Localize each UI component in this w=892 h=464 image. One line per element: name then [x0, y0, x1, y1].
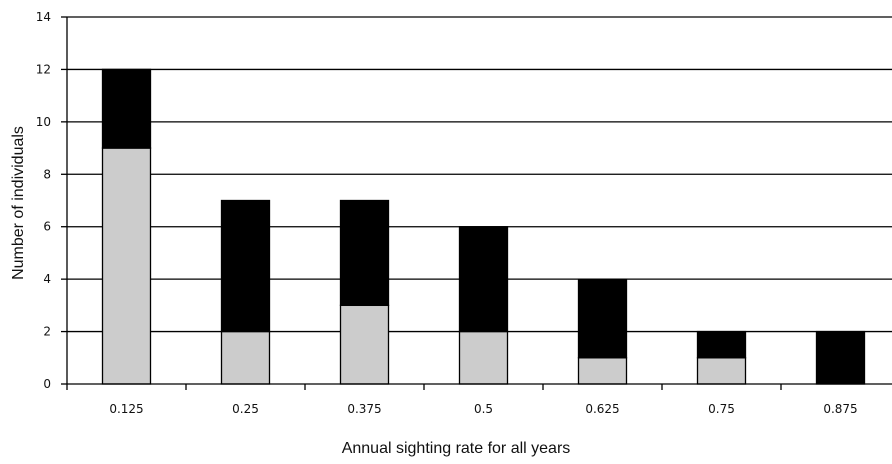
bar-segment-light: [577, 357, 628, 385]
x-tick-label: 0.75: [708, 402, 735, 416]
x-axis-label: Annual sighting rate for all years: [342, 440, 571, 457]
y-tick-label: 8: [43, 167, 51, 181]
bars: [101, 68, 866, 385]
axes: [61, 16, 892, 390]
bar-segment-dark: [339, 199, 390, 307]
x-tick-label: 0.25: [232, 402, 259, 416]
y-tick-label: 12: [36, 62, 51, 76]
y-axis-label: Number of individuals: [10, 126, 27, 280]
y-tick-label: 6: [43, 220, 51, 234]
bar-segment-dark: [101, 68, 152, 149]
y-tick-label: 2: [43, 325, 51, 339]
bar-segment-dark: [458, 226, 509, 333]
x-tick-label: 0.875: [823, 402, 857, 416]
x-tick-label: 0.625: [585, 402, 619, 416]
y-tick-label: 14: [36, 10, 51, 24]
bar-segment-light: [339, 304, 390, 385]
y-tick-label: 4: [43, 272, 51, 286]
bar-segment-dark: [815, 330, 866, 385]
bar-segment-light: [696, 357, 747, 385]
bar-segment-light: [458, 330, 509, 385]
bar-segment-dark: [577, 278, 628, 359]
x-tick-label: 0.5: [474, 402, 493, 416]
bar-segment-light: [220, 330, 271, 385]
x-tick-label: 0.125: [109, 402, 143, 416]
x-tick-labels: 0.125 0.25 0.375 0.5 0.625 0.75 0.875: [109, 402, 857, 416]
y-tick-labels: 0 2 4 6 8 10 12 14: [36, 10, 51, 391]
x-tick-label: 0.375: [347, 402, 381, 416]
y-tick-label: 0: [43, 377, 51, 391]
bar-segment-dark: [220, 199, 271, 333]
bar-segment-dark: [696, 330, 747, 359]
bar-segment-light: [101, 147, 152, 385]
y-tick-label: 10: [36, 115, 51, 129]
